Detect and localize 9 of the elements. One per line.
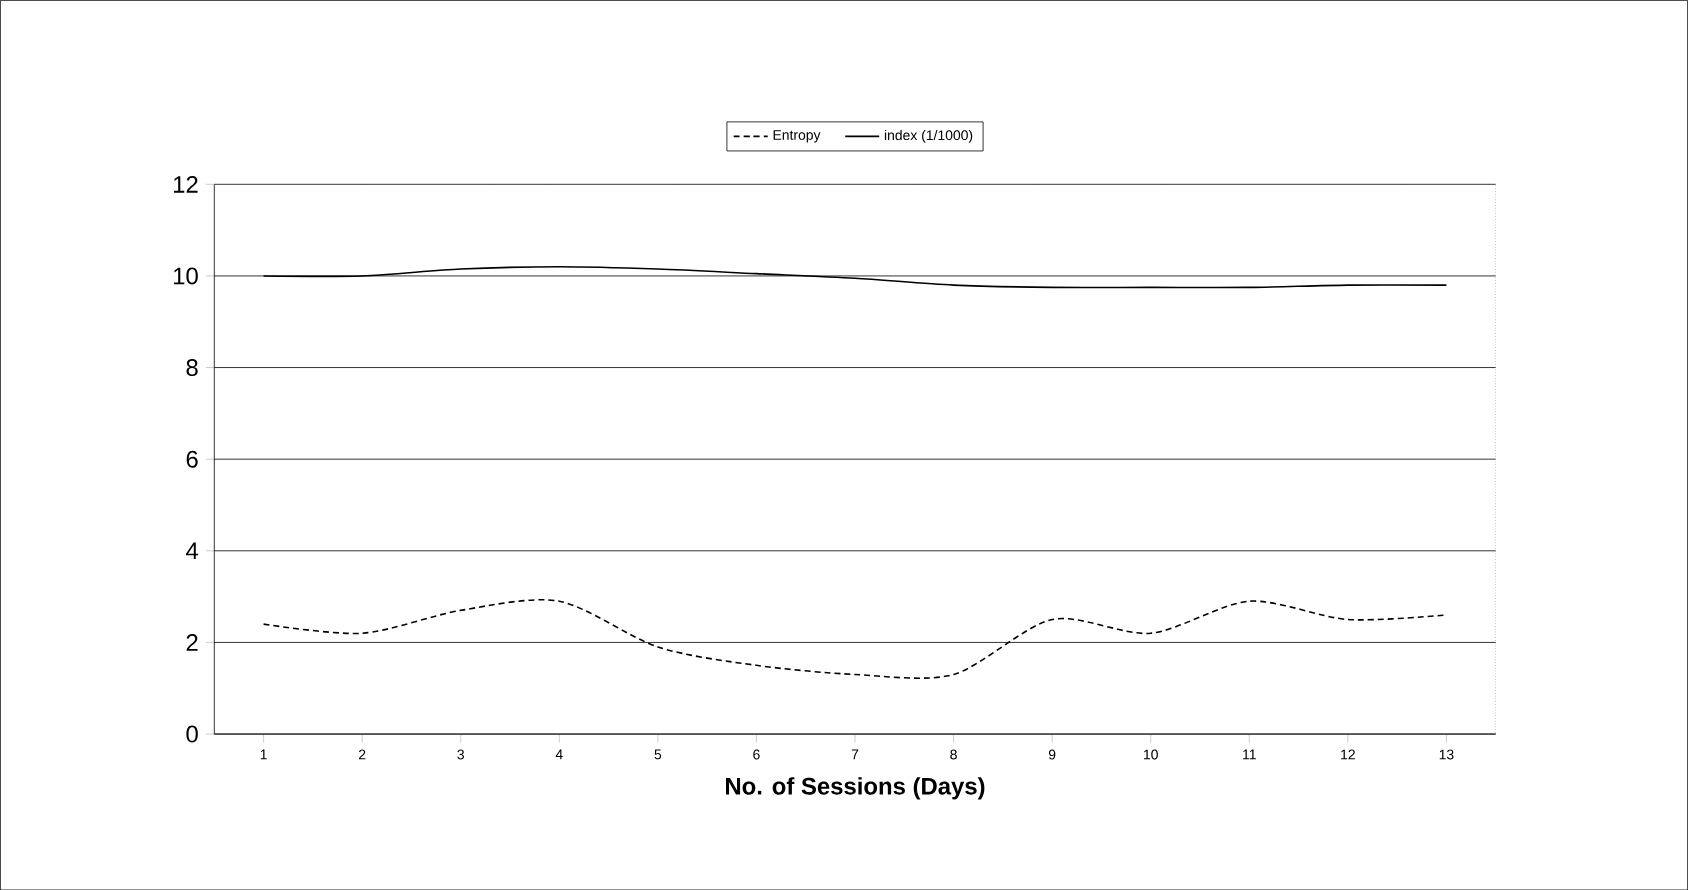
y-tick-label: 4 (186, 542, 199, 559)
y-tick-label: 6 (186, 450, 198, 468)
line-series (262, 265, 1448, 289)
x-axis-title: No. of Sessions (Days) (726, 776, 985, 800)
y-tick-label: 12 (173, 175, 198, 193)
y-tick-label: 8 (186, 358, 198, 376)
y-tick-label: 10 (173, 267, 198, 285)
y-tick-label: 0 (186, 725, 198, 743)
y-tick-label: 2 (186, 633, 198, 651)
